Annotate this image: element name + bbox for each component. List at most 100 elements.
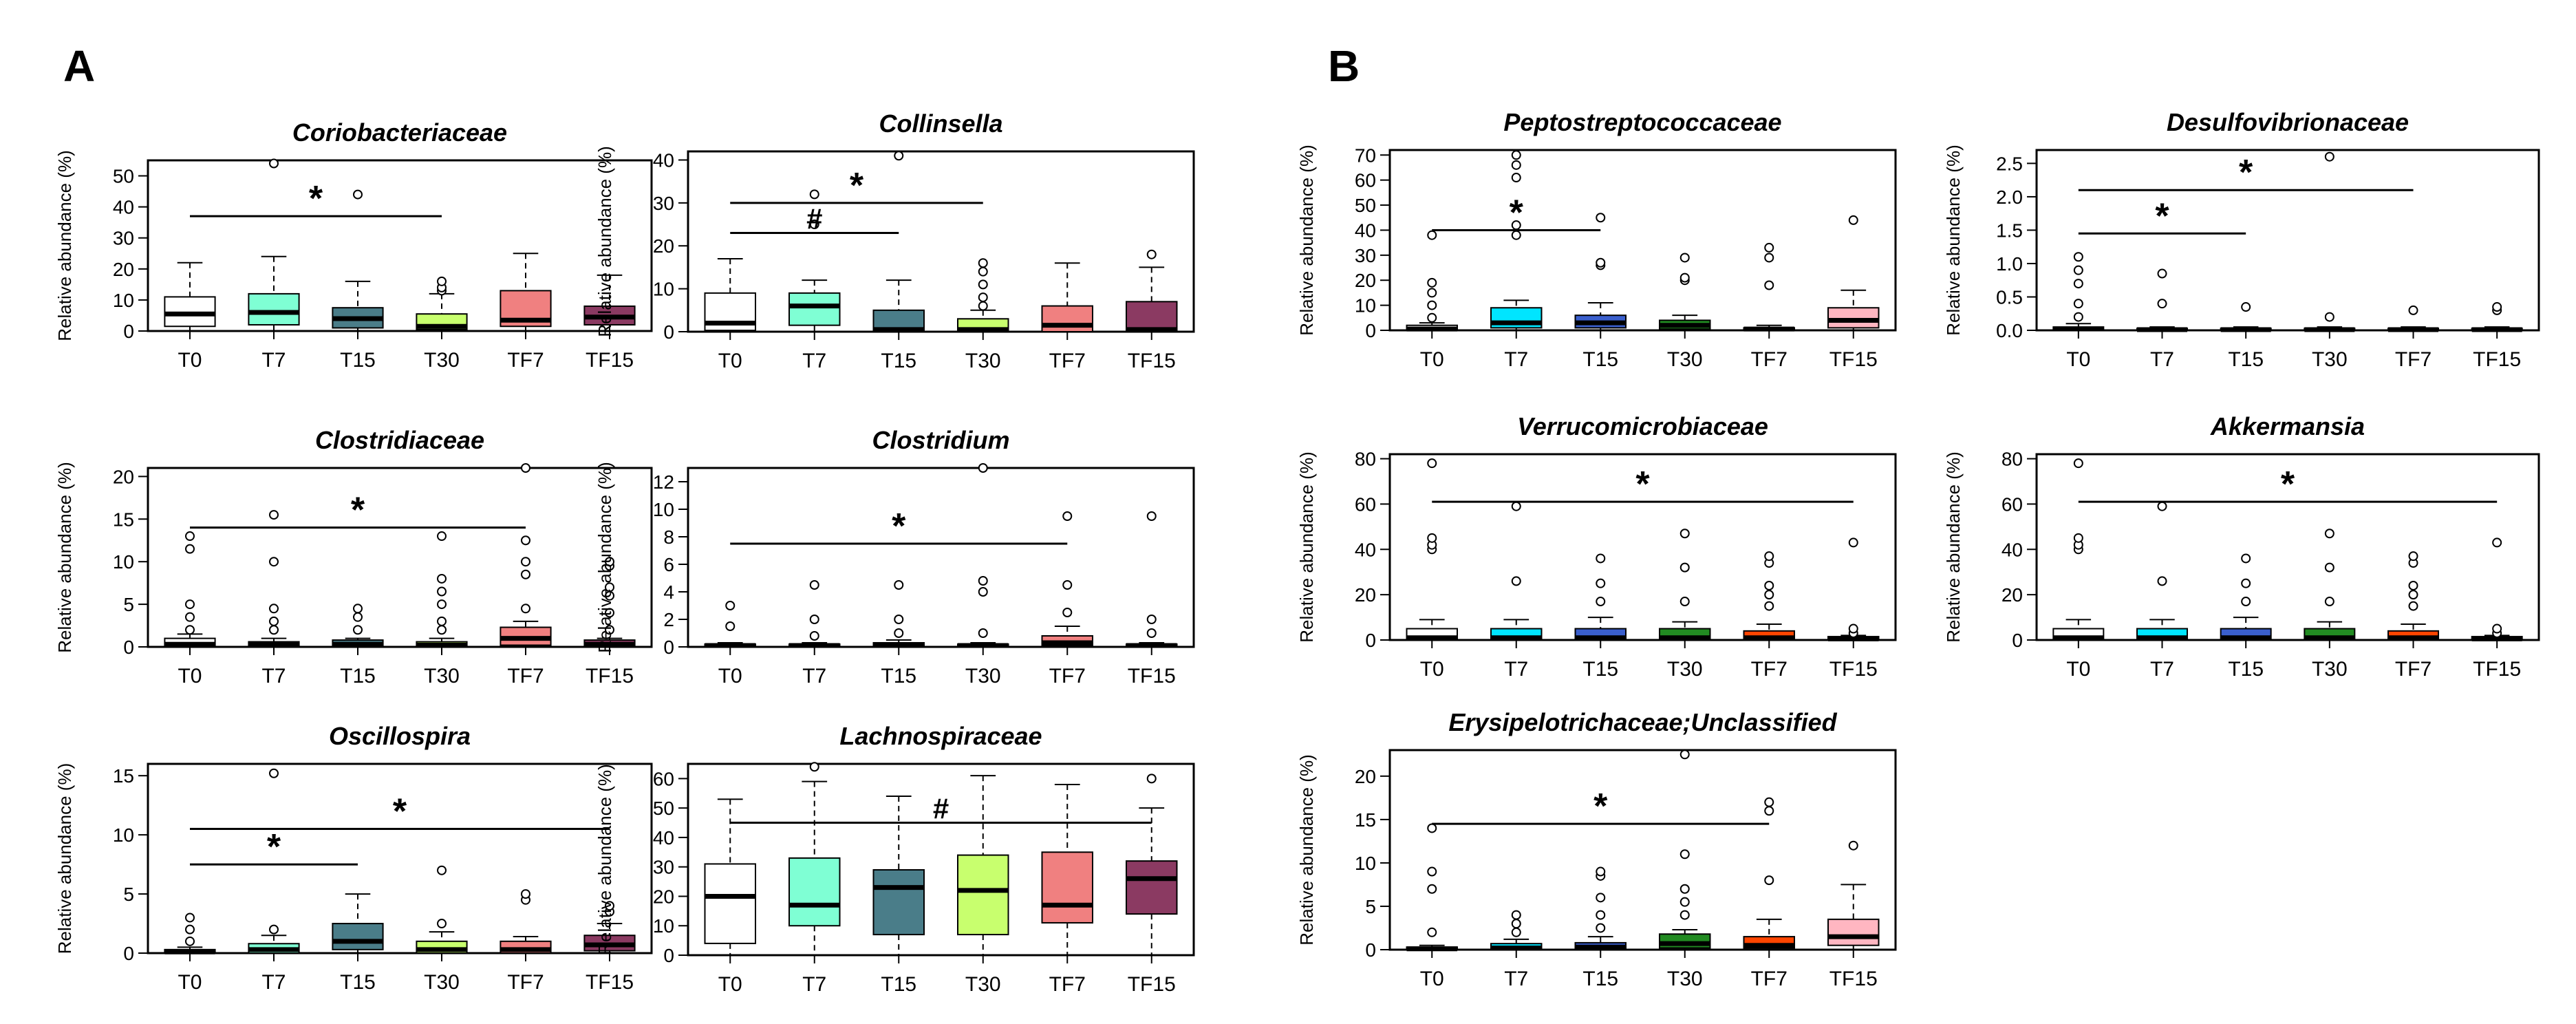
x-tick-label: T30 [965, 665, 1001, 687]
box-iqr [1041, 851, 1093, 924]
outlier-point [1427, 300, 1437, 310]
box-iqr [1126, 301, 1178, 333]
y-tick-label: 6 [663, 554, 674, 575]
outlier-point [725, 601, 736, 610]
outlier-point [2408, 590, 2418, 600]
outlier-point [353, 189, 363, 200]
chart-lachnospiraceae: Lachnospiraceae Relative abundance (%) 0 10… [594, 722, 1195, 996]
x-tick-label: TF15 [1128, 973, 1176, 996]
plot-frame [147, 467, 653, 648]
box-t7 [788, 580, 841, 648]
outlier-point [2241, 578, 2251, 588]
box-t30 [416, 865, 468, 954]
y-tick-label: 0 [123, 637, 134, 658]
outlier-point [978, 463, 988, 473]
y-tick-label: 15 [1355, 809, 1376, 831]
x-tick-label: T7 [1504, 968, 1528, 990]
y-axis-label: Relative abundance (%) [54, 763, 75, 954]
outlier-point [1764, 253, 1774, 263]
x-tick-label: T30 [965, 973, 1001, 996]
outlier-point [2157, 576, 2167, 586]
y-tick-label: 40 [653, 827, 674, 849]
chart-clostridium: Clostridium Relative abundance (%) 0 2 4 6 8 10… [594, 426, 1195, 687]
x-tick-label: T7 [261, 665, 286, 687]
outlier-point [1764, 242, 1774, 253]
outlier-point [1596, 578, 1606, 588]
outlier-point [1679, 253, 1690, 263]
outlier-point [2492, 623, 2502, 634]
box-tf7 [2387, 551, 2439, 641]
box-t7 [248, 158, 300, 332]
y-tick-label: 5 [1365, 896, 1376, 917]
plot-frame [687, 762, 1195, 957]
outlier-point [1764, 580, 1774, 590]
chart-title: Verrucomicrobiaceae [1517, 412, 1768, 440]
outlier-point [1764, 551, 1774, 562]
outlier-point [1764, 601, 1774, 611]
y-tick-label: 10 [1355, 295, 1376, 317]
outlier-point [185, 913, 195, 923]
y-tick-label: 30 [653, 857, 674, 878]
y-tick-label: 10 [113, 824, 134, 846]
outlier-point [2324, 151, 2334, 162]
y-tick-label: 5 [123, 594, 134, 615]
outlier-point [894, 628, 904, 638]
outlier-point [1764, 797, 1774, 807]
y-tick-label: 30 [113, 228, 134, 249]
y-tick-label: 15 [113, 765, 134, 787]
box-t7 [788, 189, 841, 332]
outlier-point [2157, 501, 2167, 511]
x-tick-label: T30 [965, 350, 1001, 372]
outlier-point [978, 258, 988, 268]
outlier-point [437, 586, 447, 597]
y-tick-label: 10 [1355, 853, 1376, 874]
outlier-point [605, 557, 614, 567]
box-t0 [2052, 458, 2105, 641]
outlier-point [269, 768, 279, 778]
x-tick-label: TF15 [1128, 350, 1176, 372]
y-tick-label: 0 [1365, 630, 1376, 651]
outlier-point [1146, 511, 1157, 521]
outlier-point [1511, 150, 1521, 160]
chart-title: Peptostreptococcaceae [1503, 108, 1781, 136]
plot-frame [2035, 453, 2540, 641]
outlier-point [1596, 910, 1606, 920]
chart-akkermansia: Akkermansia Relative abundance (%) 0 20 40 60… [1943, 412, 2540, 681]
box-iqr [1827, 918, 1880, 946]
box-t0 [704, 601, 756, 648]
x-tick-label: TF7 [1751, 348, 1788, 371]
outlier-point [2241, 302, 2251, 312]
y-tick-label: 60 [2001, 493, 2023, 515]
box-tf7 [500, 253, 552, 332]
outlier-point [437, 616, 447, 626]
box-t0 [164, 531, 216, 648]
box-t30 [957, 258, 1009, 332]
x-tick-label: T0 [1420, 658, 1444, 681]
x-tick-label: T7 [2150, 348, 2174, 371]
box-tf7 [500, 889, 552, 954]
x-tick-label: T0 [1420, 968, 1444, 990]
x-tick-label: T30 [1667, 658, 1703, 681]
x-tick-label: TF15 [1829, 348, 1878, 371]
significance-marker: * [892, 506, 906, 546]
outlier-point [809, 615, 819, 624]
box-tf7 [1041, 511, 1093, 648]
box-t7 [1490, 150, 1543, 331]
box-t15 [1574, 213, 1627, 331]
box-t15 [1574, 866, 1627, 951]
outlier-point [269, 924, 279, 935]
box-t15 [872, 796, 925, 956]
box-tf7 [1743, 797, 1795, 950]
x-tick-label: T30 [1667, 968, 1703, 990]
outlier-point [1596, 923, 1606, 933]
y-tick-label: 60 [1355, 493, 1376, 515]
x-tick-label: TF15 [1829, 658, 1878, 681]
box-t30 [2304, 529, 2356, 641]
outlier-point [353, 625, 363, 635]
x-tick-label: TF15 [586, 349, 634, 372]
outlier-point [894, 615, 904, 624]
outlier-point [521, 557, 530, 567]
plot-frame [147, 159, 653, 332]
y-tick-label: 40 [1355, 539, 1376, 560]
y-tick-label: 0 [663, 321, 674, 343]
